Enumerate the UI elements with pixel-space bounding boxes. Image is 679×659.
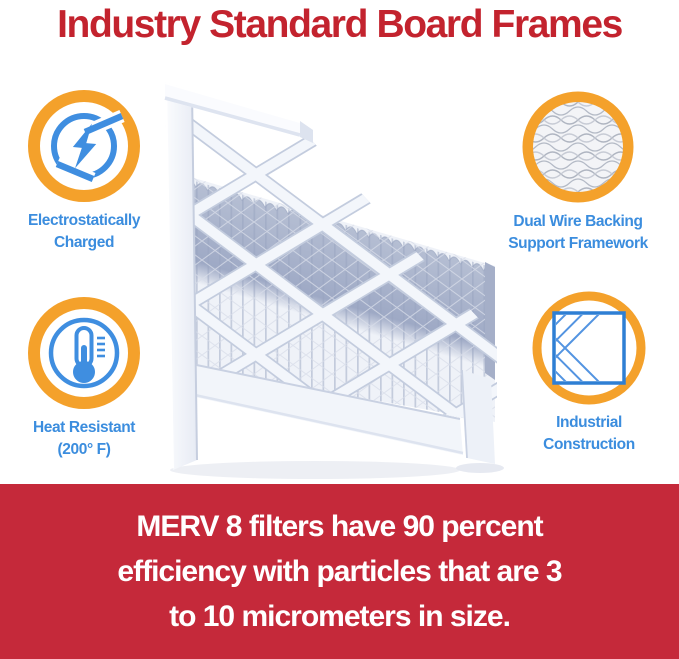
wire-mesh-photo-icon xyxy=(518,87,638,207)
feature-dual-wire: Dual Wire Backing Support Framework xyxy=(502,87,654,255)
feature-label-line: Industrial xyxy=(556,414,622,431)
thermometer-icon xyxy=(24,293,144,413)
feature-label-line: Charged xyxy=(53,234,115,251)
feature-label: Dual Wire Backing Support Framework xyxy=(502,211,654,255)
feature-label-line: Dual Wire Backing xyxy=(513,213,643,230)
filter-frame xyxy=(164,81,313,470)
feature-label: Heat Resistant (200° F) xyxy=(8,417,160,461)
feature-label: Electrostatically Charged xyxy=(8,210,160,254)
banner-text: MERV 8 filters have 90 percent efficienc… xyxy=(0,484,679,639)
filter-bottom-rail xyxy=(176,360,495,464)
diamond-lattice-icon xyxy=(529,288,649,408)
banner-text-line: MERV 8 filters have 90 percent xyxy=(136,510,543,543)
banner-text-line: to 10 micrometers in size. xyxy=(169,600,511,633)
lightning-icon xyxy=(24,86,144,206)
feature-heat-resistant: Heat Resistant (200° F) xyxy=(8,293,160,461)
page-title: Industry Standard Board Frames xyxy=(57,3,623,46)
banner-text-line: efficiency with particles that are 3 xyxy=(117,555,562,588)
feature-label-line: Construction xyxy=(543,436,635,453)
feature-label-line: Electrostatically xyxy=(27,212,141,229)
feature-industrial: Industrial Construction xyxy=(513,288,665,456)
feature-electrostatic: Electrostatically Charged xyxy=(8,86,160,254)
feature-label-line: (200° F) xyxy=(57,441,111,458)
feature-label: Industrial Construction xyxy=(513,412,665,456)
filter-shadow xyxy=(170,461,460,479)
feature-label-line: Heat Resistant xyxy=(32,419,136,436)
feature-label-line: Support Framework xyxy=(508,235,648,252)
merv-info-banner: MERV 8 filters have 90 percent efficienc… xyxy=(0,484,679,659)
air-filter-image xyxy=(164,81,504,479)
